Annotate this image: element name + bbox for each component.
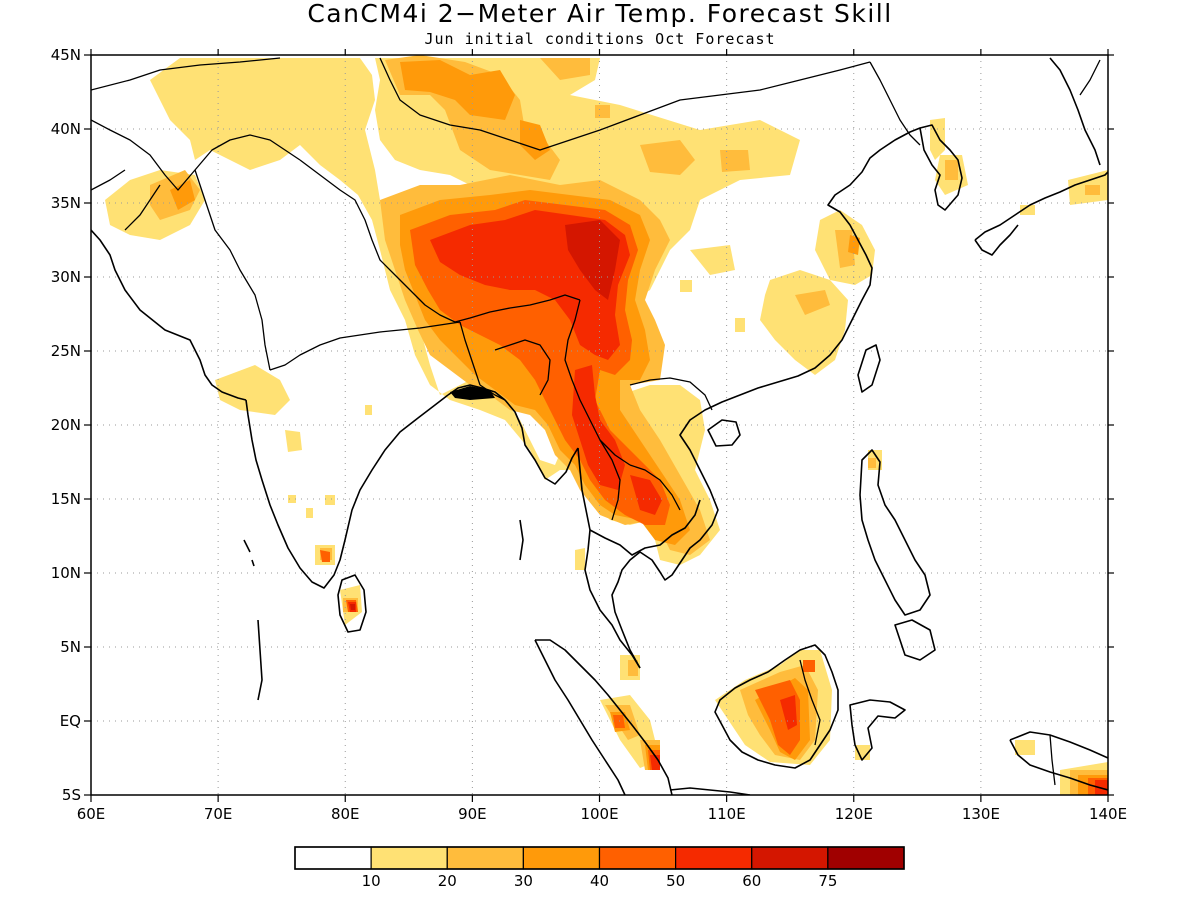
x-tick-label: 100E	[580, 805, 618, 823]
x-tick-label: 110E	[708, 805, 746, 823]
colorbar-label: 40	[590, 872, 609, 890]
colorbar-label: 75	[818, 872, 837, 890]
y-tick-label: 20N	[51, 416, 81, 434]
colorbar-swatch	[751, 846, 829, 870]
colorbar-label: 60	[742, 872, 761, 890]
x-tick-label: 60E	[77, 805, 106, 823]
colorbar-label: 50	[666, 872, 685, 890]
skill-shading	[105, 55, 1108, 795]
y-tick-label: 5S	[62, 786, 81, 804]
x-tick-label: 130E	[962, 805, 1000, 823]
colorbar-swatch	[675, 846, 753, 870]
colorbar-label: 30	[514, 872, 533, 890]
y-tick-label: 35N	[51, 194, 81, 212]
y-tick-label: 25N	[51, 342, 81, 360]
y-tick-label: EQ	[60, 712, 81, 730]
colorbar-label: 20	[438, 872, 457, 890]
x-tick-label: 90E	[458, 805, 487, 823]
y-tick-label: 45N	[51, 46, 81, 64]
x-tick-label: 140E	[1089, 805, 1127, 823]
figure-title: CanCM4i 2−Meter Air Temp. Forecast Skill	[307, 0, 892, 28]
skill-level-60-75	[350, 220, 620, 610]
map-axes: 60E 70E 80E 90E 100E 110E 120E 130E 140E 45N 40N 35…	[51, 46, 1127, 823]
figure-subtitle: Jun initial conditions Oct Forecast	[424, 30, 775, 48]
map-plot-area	[91, 55, 1108, 795]
colorbar-swatch	[370, 846, 448, 870]
x-tick-label: 80E	[331, 805, 360, 823]
colorbar-swatch	[827, 846, 905, 870]
y-tick-label: 40N	[51, 120, 81, 138]
coastlines-and-borders	[91, 57, 1108, 795]
colorbar-frame	[294, 846, 905, 870]
colorbar-swatch	[294, 846, 372, 870]
y-tick-label: 30N	[51, 268, 81, 286]
x-tick-label: 120E	[835, 805, 873, 823]
y-tick-label: 15N	[51, 490, 81, 508]
colorbar-swatch	[598, 846, 677, 870]
y-tick-label: 10N	[51, 564, 81, 582]
y-tick-label: 5N	[60, 638, 81, 656]
colorbar-swatch	[522, 846, 601, 870]
colorbar-swatch	[446, 846, 524, 870]
x-tick-label: 70E	[204, 805, 233, 823]
colorbar-label: 10	[362, 872, 381, 890]
colorbar: 10 20 30 40 50 60 75	[294, 846, 905, 890]
